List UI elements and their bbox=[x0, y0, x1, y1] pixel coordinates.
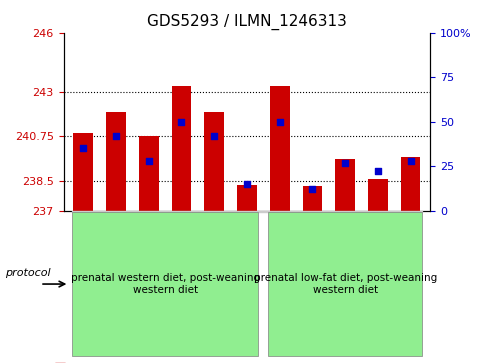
Point bbox=[308, 186, 316, 192]
Bar bbox=[204, 112, 224, 211]
Point bbox=[406, 158, 414, 164]
Bar bbox=[302, 186, 322, 211]
Bar bbox=[171, 86, 191, 211]
Point bbox=[112, 133, 120, 139]
Text: prenatal low-fat diet, post-weaning
western diet: prenatal low-fat diet, post-weaning west… bbox=[253, 273, 436, 295]
Point bbox=[144, 158, 152, 164]
Title: GDS5293 / ILMN_1246313: GDS5293 / ILMN_1246313 bbox=[147, 14, 346, 30]
Point bbox=[79, 145, 87, 151]
Bar bbox=[400, 157, 420, 211]
Bar bbox=[73, 134, 93, 211]
Bar bbox=[139, 136, 158, 211]
Point bbox=[177, 119, 185, 125]
Bar bbox=[106, 112, 125, 211]
Bar bbox=[367, 179, 387, 211]
Point bbox=[243, 181, 250, 187]
Bar bbox=[335, 159, 354, 211]
Point bbox=[210, 133, 218, 139]
Point bbox=[373, 168, 381, 174]
Bar bbox=[237, 185, 256, 211]
Text: protocol: protocol bbox=[5, 268, 50, 278]
Point bbox=[341, 160, 348, 166]
Legend: count, percentile rank within the sample: count, percentile rank within the sample bbox=[50, 359, 253, 363]
Text: prenatal western diet, post-weaning
western diet: prenatal western diet, post-weaning west… bbox=[70, 273, 259, 295]
Bar bbox=[269, 86, 289, 211]
Point bbox=[275, 119, 283, 125]
